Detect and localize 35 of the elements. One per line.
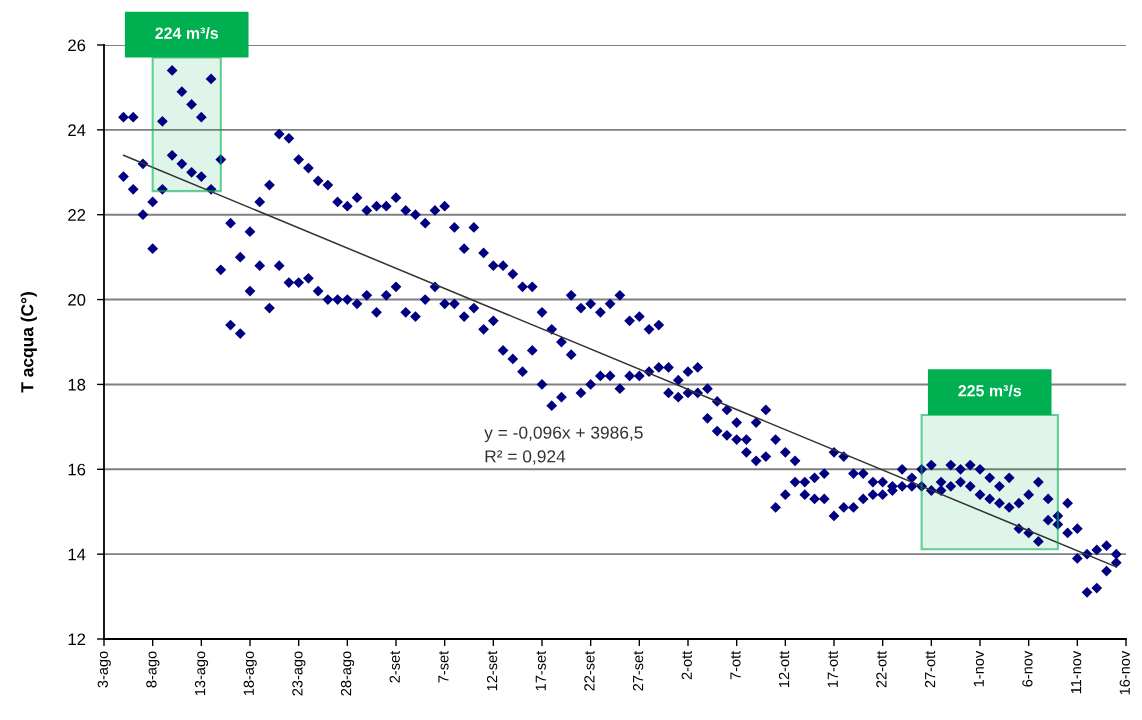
x-tick-label: 12-ott — [778, 650, 790, 687]
y-tick-label: 16 — [68, 463, 86, 476]
annotation: R² = 0,924 — [485, 450, 566, 465]
y-tick-label: 20 — [68, 293, 86, 306]
x-tick-label: 2-set — [389, 650, 400, 683]
x-tick-label: 12-set — [486, 650, 498, 691]
y-axis-title: T acqua (C°) — [20, 292, 37, 393]
x-tick-label: 7-ott — [730, 650, 741, 680]
y-tick-label: 14 — [68, 548, 86, 561]
y-tick-label: 22 — [68, 209, 86, 221]
x-tick-label: 23-ago — [292, 651, 306, 696]
x-tick-label: 2-ott — [681, 650, 692, 680]
x-tick-label: 11-nov — [1071, 650, 1082, 694]
x-tick-label: 27-set — [632, 650, 644, 691]
x-tick-label: 28-ago — [340, 651, 355, 696]
x-tick-label: 6-nov — [1022, 650, 1033, 687]
band-label: 224 m³/s — [155, 27, 219, 40]
x-tick-label: 18-ago — [243, 651, 257, 696]
x-tick-label: 17-ott — [827, 650, 838, 687]
y-tick-label: 26 — [68, 39, 86, 52]
x-tick-label: 22-ott — [876, 650, 887, 688]
y-tick-label: 24 — [68, 124, 86, 136]
x-tick-label: 22-set — [584, 650, 595, 691]
x-tick-label: 17-set — [535, 650, 546, 691]
annotation: y = -0,096x + 3986,5 — [484, 426, 643, 443]
x-tick-label: 3-ago — [97, 651, 111, 688]
x-tick-label: 1-nov — [973, 650, 984, 687]
x-tick-label: 16-nov — [1119, 650, 1130, 695]
y-tick-label: 12 — [68, 633, 86, 646]
x-tick-label: 7-set — [438, 650, 449, 683]
x-tick-label: 8-ago — [146, 651, 160, 688]
band-label: 225 m³/s — [958, 384, 1022, 397]
y-tick-label: 18 — [68, 378, 86, 391]
x-tick-label: 13-ago — [194, 651, 209, 696]
x-tick-label: 27-ott — [924, 650, 936, 688]
